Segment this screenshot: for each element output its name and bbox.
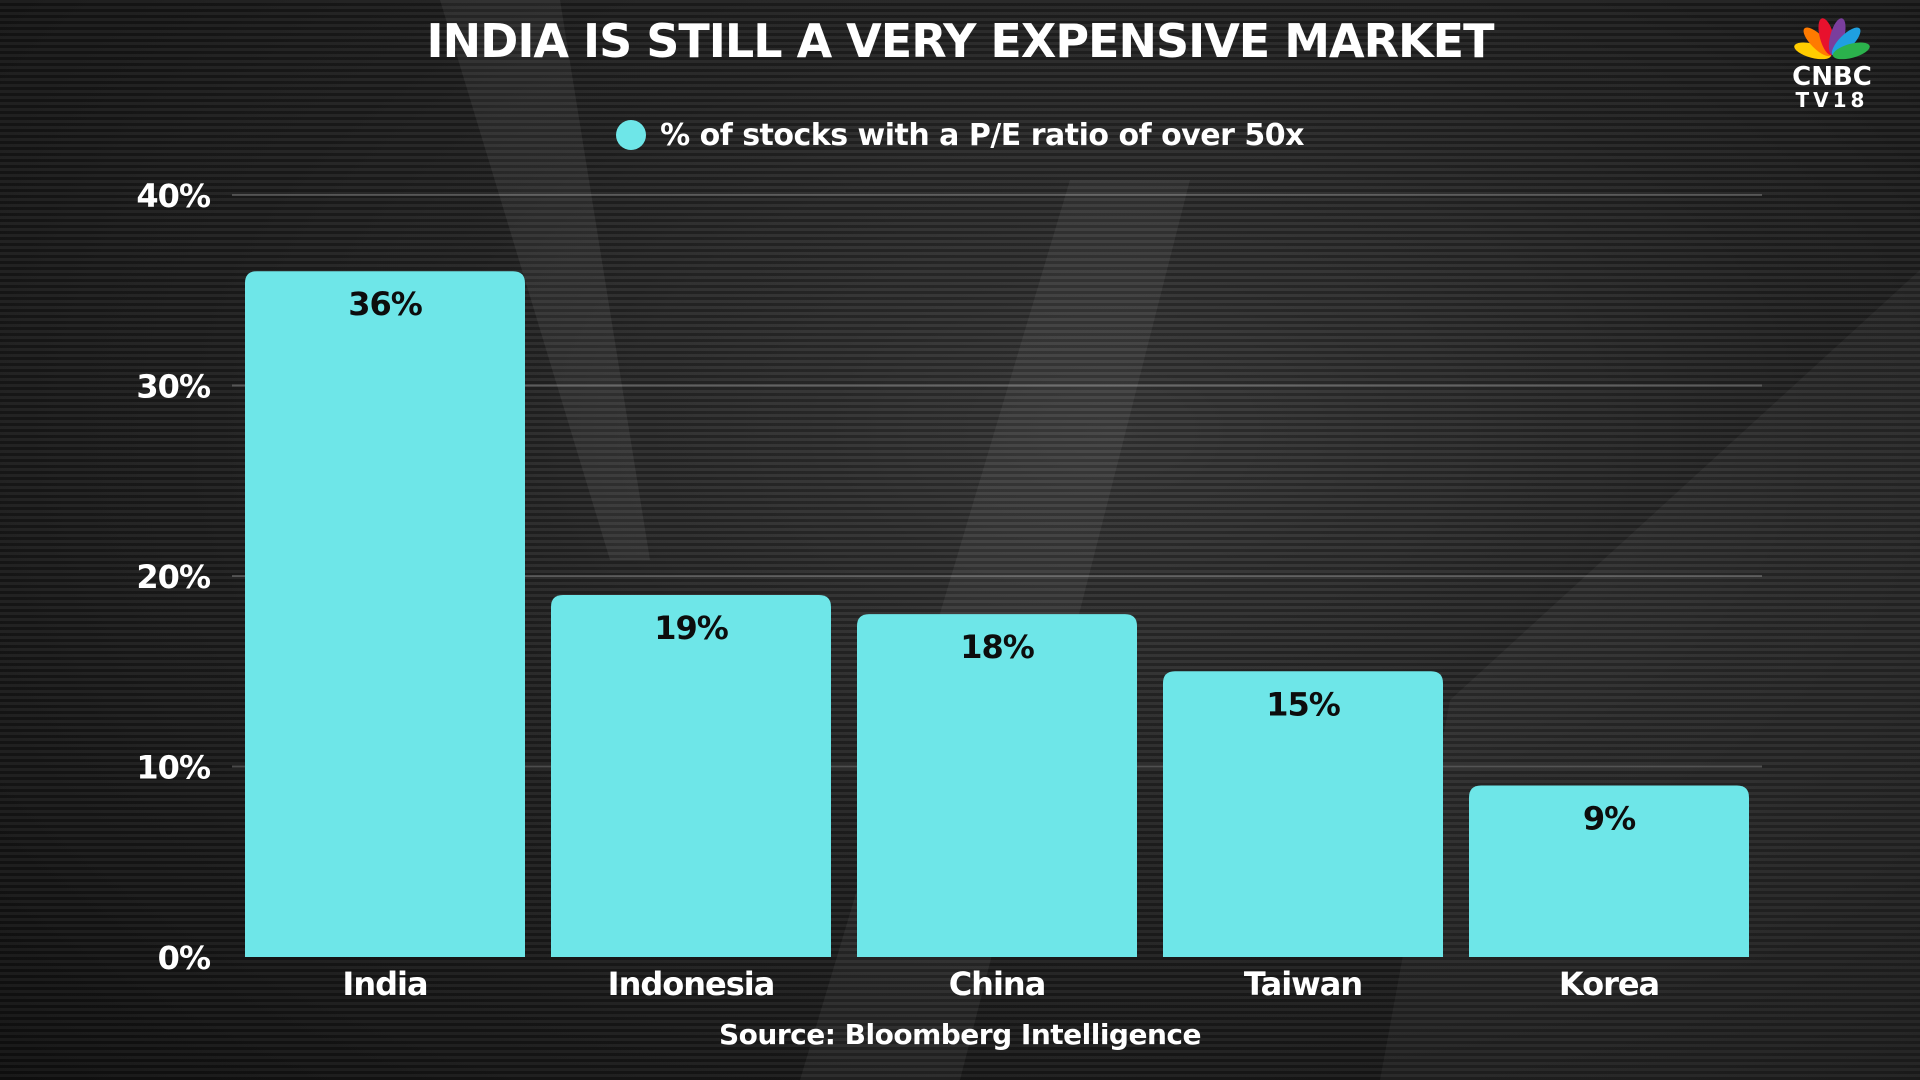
bar-value-label: 15% bbox=[1266, 685, 1341, 723]
bar-korea bbox=[1469, 785, 1749, 957]
brand-subname: TV18 bbox=[1795, 88, 1869, 112]
bar-value-label: 19% bbox=[654, 609, 729, 647]
peacock-logo-icon bbox=[1794, 18, 1870, 60]
chart-title: INDIA IS STILL A VERY EXPENSIVE MARKET bbox=[426, 14, 1495, 68]
legend-label: % of stocks with a P/E ratio of over 50x bbox=[660, 118, 1304, 153]
bar-value-label: 18% bbox=[960, 628, 1035, 666]
bar-taiwan bbox=[1163, 671, 1443, 957]
x-tick-label: Korea bbox=[1559, 965, 1659, 1003]
y-tick-label: 10% bbox=[136, 749, 211, 787]
bar-indonesia bbox=[551, 595, 831, 957]
bar-india bbox=[245, 271, 525, 957]
legend-swatch bbox=[616, 120, 647, 150]
x-tick-label: India bbox=[342, 965, 427, 1003]
y-tick-label: 0% bbox=[158, 939, 211, 977]
bar-value-label: 36% bbox=[348, 285, 423, 323]
y-tick-label: 30% bbox=[136, 368, 211, 406]
source-note: Source: Bloomberg Intelligence bbox=[719, 1018, 1201, 1051]
chart-legend: % of stocks with a P/E ratio of over 50x bbox=[0, 118, 1920, 153]
peacock-feather bbox=[1832, 42, 1870, 60]
x-tick-label: Taiwan bbox=[1244, 965, 1362, 1003]
bar-china bbox=[857, 614, 1137, 957]
brand-logo: CNBC TV18 bbox=[1772, 14, 1892, 110]
brand-name: CNBC bbox=[1792, 62, 1872, 92]
y-tick-label: 20% bbox=[136, 558, 211, 596]
peacock-feather bbox=[1794, 42, 1832, 60]
y-tick-label: 40% bbox=[136, 177, 211, 215]
x-tick-label: China bbox=[949, 965, 1046, 1003]
bar-value-label: 9% bbox=[1583, 800, 1636, 838]
x-tick-label: Indonesia bbox=[608, 965, 775, 1003]
peacock-feather bbox=[1828, 18, 1846, 56]
